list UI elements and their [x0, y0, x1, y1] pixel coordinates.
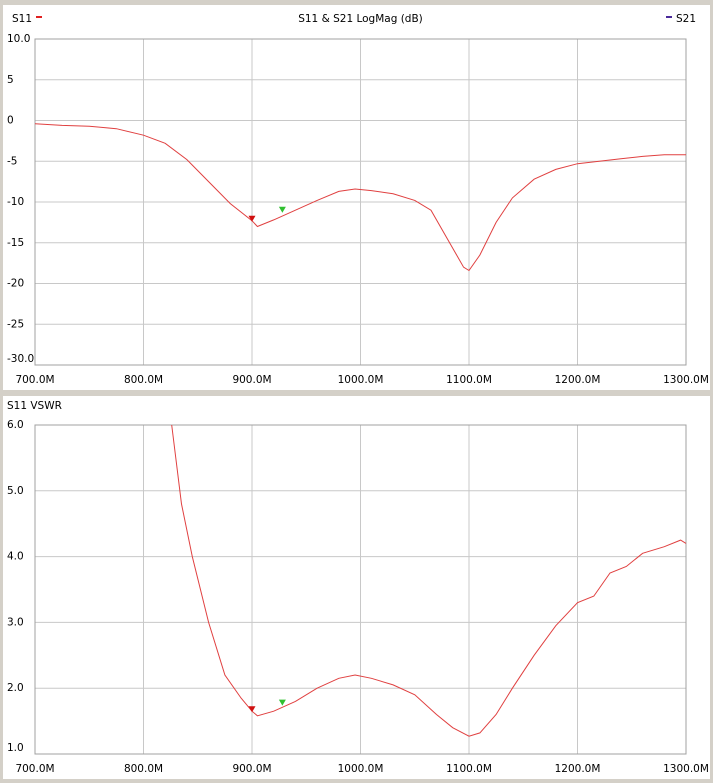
x-tick-label: 1300.0M [663, 374, 709, 386]
marker [248, 706, 256, 713]
x-tick-label: 900.0M [232, 763, 271, 775]
x-tick-label: 1200.0M [555, 763, 601, 775]
y-tick-label: 10.0 [7, 33, 30, 45]
marker [278, 206, 286, 213]
marker [248, 215, 256, 222]
x-tick-label: 900.0M [232, 374, 271, 386]
y-tick-label: -10 [7, 196, 24, 208]
legend-label: S21 [676, 13, 696, 25]
x-tick-label: 800.0M [124, 763, 163, 775]
y-tick-label: -30.0 [7, 353, 34, 365]
y-tick-label: 4.0 [7, 551, 24, 563]
panel [3, 396, 710, 779]
x-tick-label: 1100.0M [446, 763, 492, 775]
panel [3, 5, 710, 390]
x-tick-label: 1200.0M [555, 374, 601, 386]
y-tick-label: -20 [7, 278, 24, 290]
chart-title: S11 & S21 LogMag (dB) [298, 13, 423, 25]
y-tick-label: 6.0 [7, 419, 24, 431]
x-tick-label: 1000.0M [338, 763, 384, 775]
y-tick-label: -5 [7, 155, 17, 167]
line-series [34, 123, 686, 272]
x-tick-label: 700.0M [15, 763, 54, 775]
x-tick-label: 700.0M [15, 374, 54, 386]
legend-label: S11 [12, 13, 32, 25]
plot-frame [34, 424, 687, 755]
y-tick-label: -15 [7, 237, 24, 249]
x-tick-label: 1100.0M [446, 374, 492, 386]
y-tick-label: 5 [7, 74, 14, 86]
x-tick-label: 1300.0M [663, 763, 709, 775]
x-tick-label: 800.0M [124, 374, 163, 386]
y-tick-label: 1.0 [7, 742, 24, 754]
chart-title: S11 VSWR [7, 400, 62, 412]
y-tick-label: 3.0 [7, 616, 24, 628]
y-tick-label: -25 [7, 318, 24, 330]
marker [278, 699, 286, 706]
y-tick-label: 2.0 [7, 682, 24, 694]
y-tick-label: 0 [7, 115, 14, 127]
line-series [171, 424, 687, 737]
y-tick-label: 5.0 [7, 485, 24, 497]
plot-frame [34, 38, 687, 366]
x-tick-label: 1000.0M [338, 374, 384, 386]
